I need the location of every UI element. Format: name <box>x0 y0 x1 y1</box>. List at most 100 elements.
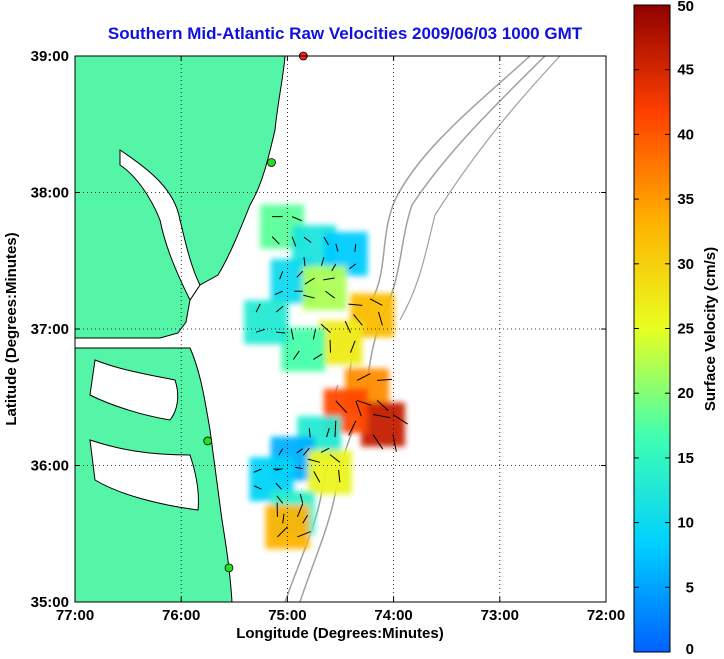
velocity-arrow <box>304 277 315 285</box>
velocity-arrow <box>325 290 335 299</box>
velocity-cell <box>307 450 352 495</box>
velocity-cell <box>360 402 405 447</box>
velocity-arrow <box>308 428 311 438</box>
velocity-arrow <box>355 400 362 417</box>
velocity-arrow <box>296 270 304 278</box>
station-marker <box>267 158 276 167</box>
x-axis-label: Longitude (Degrees:Minutes) <box>236 625 444 642</box>
colorbar-tick-label: 45 <box>677 62 694 79</box>
velocity-arrow <box>338 469 341 483</box>
velocity-arrow <box>313 471 321 483</box>
land-mass <box>75 56 286 602</box>
velocity-arrow <box>291 236 297 247</box>
x-tick-label: 72:00 <box>587 607 625 624</box>
velocity-arrow <box>326 428 330 438</box>
velocity-arrow <box>376 400 389 411</box>
velocity-arrow <box>378 311 383 326</box>
velocity-arrow <box>274 290 283 296</box>
velocity-field <box>244 204 405 549</box>
sound-water <box>89 439 199 511</box>
y-tick-label: 39:00 <box>31 48 69 65</box>
velocity-arrow <box>377 378 393 381</box>
velocity-arrow <box>278 448 284 456</box>
velocity-arrow <box>353 314 363 326</box>
velocity-arrow <box>354 243 357 252</box>
sound-water <box>89 359 179 421</box>
velocity-arrow <box>275 305 284 313</box>
velocity-cell <box>302 266 347 311</box>
y-tick-label: 38:00 <box>31 185 69 202</box>
velocity-arrow <box>253 468 262 473</box>
station-marker <box>224 563 234 573</box>
velocity-arrow <box>297 531 311 538</box>
velocity-arrow <box>307 458 321 463</box>
velocity-arrow <box>372 434 384 450</box>
colorbar-label: Surface Velocity (cm/s) <box>702 247 719 411</box>
velocity-arrow <box>296 448 304 454</box>
colorbar-ticks: 0 5 10 15 20 25 30 35 40 45 50 <box>634 0 694 658</box>
velocity-arrow <box>323 236 329 246</box>
velocity-arrow <box>329 454 341 463</box>
colorbar-tick-label: 40 <box>677 126 694 143</box>
velocity-arrow <box>348 303 363 306</box>
velocity-arrow <box>303 257 306 267</box>
grid-lines <box>75 56 606 602</box>
colorbar-tick-label: 10 <box>677 515 694 532</box>
contour-line <box>399 56 561 321</box>
velocity-arrow <box>255 303 261 313</box>
colorbar-tick-label: 0 <box>686 641 694 658</box>
colorbar-tick-label: 35 <box>677 191 694 208</box>
velocity-arrow <box>276 331 286 334</box>
velocity-arrow <box>299 493 304 504</box>
chart-title: Southern Mid-Atlantic Raw Velocities 200… <box>107 24 583 43</box>
velocity-arrow <box>335 243 339 252</box>
velocity-arrow <box>335 400 348 414</box>
velocity-arrow <box>295 466 303 470</box>
velocity-arrow <box>331 263 337 272</box>
y-axis-label: Latitude (Degrees:Minutes) <box>3 232 20 425</box>
velocity-arrows <box>253 216 408 538</box>
velocity-arrow <box>253 485 262 490</box>
y-tick-label: 37:00 <box>31 321 69 338</box>
x-tick-label: 77:00 <box>56 607 94 624</box>
velocity-arrow <box>276 495 284 504</box>
velocity-arrow <box>279 271 284 280</box>
y-tick-label: 35:00 <box>31 594 69 611</box>
colorbar-tick-label: 25 <box>677 321 694 338</box>
colorbar-tick-label: 50 <box>677 0 694 15</box>
velocity-arrow <box>271 236 280 245</box>
velocity-arrow <box>290 329 294 340</box>
velocity-arrow <box>348 420 357 436</box>
colorbar-tick-label: 30 <box>677 256 694 273</box>
velocity-arrow <box>277 526 288 538</box>
colorbar-tick-label: 15 <box>677 450 694 467</box>
velocity-cell <box>281 327 326 372</box>
y-tick-label: 36:00 <box>31 458 69 475</box>
velocity-arrow <box>392 414 408 425</box>
velocity-arrow <box>312 329 316 340</box>
x-axis: 77:00 76:00 75:00 74:00 73:00 72:00 <box>56 56 625 624</box>
velocity-cell <box>244 300 289 345</box>
velocity-arrow <box>291 216 302 222</box>
velocity-arrow <box>303 236 312 243</box>
velocity-arrow <box>344 320 351 333</box>
x-tick-label: 73:00 <box>481 607 519 624</box>
velocity-arrow <box>323 277 335 281</box>
bay-water <box>119 149 201 301</box>
y-axis: 35:00 36:00 37:00 38:00 39:00 <box>31 48 606 611</box>
velocity-arrow <box>275 482 282 490</box>
velocity-arrow <box>334 420 337 438</box>
velocity-arrow <box>356 399 372 406</box>
velocity-arrow <box>292 350 300 360</box>
colorbar-tick-label: 5 <box>686 579 694 596</box>
velocity-arrow <box>349 263 357 270</box>
velocity-arrow <box>302 447 310 456</box>
velocity-arrow <box>320 447 330 453</box>
velocity-arrow <box>356 373 371 381</box>
x-tick-label: 76:00 <box>162 607 200 624</box>
velocity-arrow <box>392 434 397 452</box>
velocity-arrow <box>256 328 266 333</box>
velocity-arrow <box>372 414 391 419</box>
velocity-arrow <box>302 514 309 524</box>
